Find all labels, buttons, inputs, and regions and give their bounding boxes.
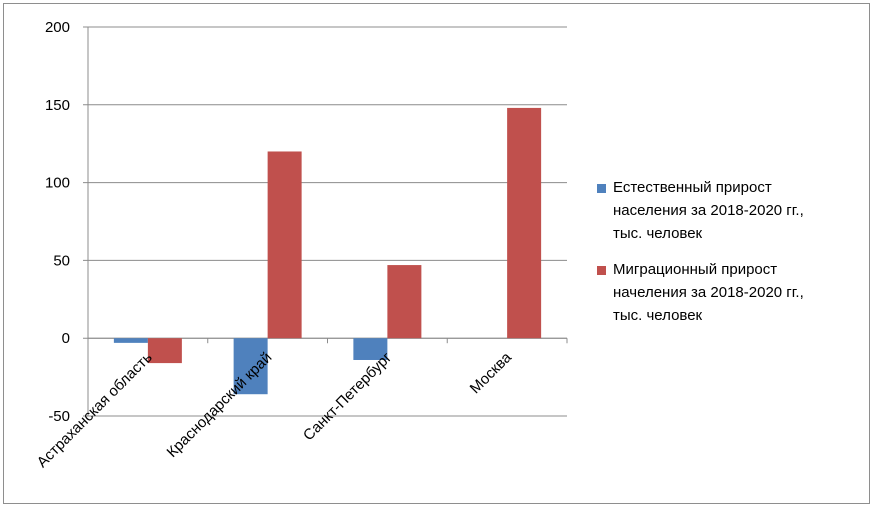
legend-label: тыс. человек (613, 225, 703, 242)
y-tick-label: 50 (53, 252, 70, 269)
x-tick-label: Москва (467, 349, 516, 398)
legend-label: населения за 2018-2020 гг., (613, 202, 804, 219)
bar-migration (387, 265, 422, 339)
bar-natural (353, 338, 388, 360)
legend-swatch (597, 184, 606, 193)
bar-natural (113, 338, 148, 343)
bar-natural (233, 338, 268, 395)
x-tick-label: Краснодарский край (164, 349, 276, 461)
y-tick-label: -50 (48, 408, 70, 425)
legend-label: Естественный прирост (613, 179, 772, 196)
legend-label: начеления за 2018-2020 гг., (613, 284, 804, 301)
x-tick-label: Санкт-Петербург (300, 349, 396, 445)
bar-migration (147, 338, 182, 364)
y-tick-label: 200 (45, 19, 70, 36)
legend-swatch (597, 266, 606, 275)
bar-migration (267, 151, 302, 339)
y-tick-label: 100 (45, 175, 70, 192)
chart-frame (3, 3, 870, 504)
bar-migration (507, 107, 542, 339)
y-tick-label: 0 (62, 330, 70, 347)
legend-label: Миграционный прирост (613, 261, 777, 278)
legend-label: тыс. человек (613, 307, 703, 324)
y-tick-label: 150 (45, 97, 70, 114)
